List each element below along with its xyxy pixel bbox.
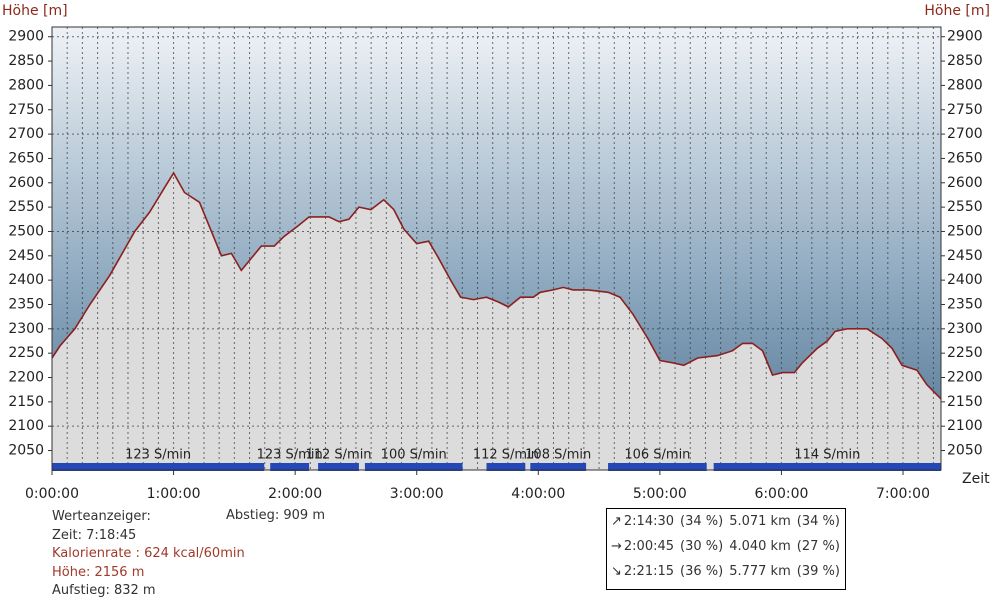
cadence-label: 123 S/min bbox=[125, 448, 191, 463]
cadence-bar bbox=[270, 463, 310, 471]
cadence-bar bbox=[608, 463, 707, 471]
y-tick-label-right: 2400 bbox=[947, 272, 983, 288]
summary-time: 2:21:15 bbox=[623, 564, 675, 579]
x-tick-label: 7:00:00 bbox=[876, 486, 930, 500]
x-tick-label: 4:00:00 bbox=[511, 486, 565, 500]
y-tick-label-right: 2150 bbox=[947, 394, 983, 410]
x-tick-label: 1:00:00 bbox=[147, 486, 201, 500]
info-calories: Kalorienrate : 624 kcal/60min bbox=[52, 546, 245, 561]
summary-time-pct: (36 %) bbox=[680, 564, 724, 579]
cadence-label: 112 S/min bbox=[305, 448, 371, 463]
summary-row: → 2:00:45 (30 %) 4.040 km (27 %) bbox=[607, 534, 845, 559]
cadence-bar bbox=[713, 463, 941, 471]
cadence-label: 112 S/min bbox=[473, 448, 539, 463]
x-tick-label: 3:00:00 bbox=[390, 486, 444, 500]
cadence-label: 106 S/min bbox=[624, 448, 690, 463]
y-tick-label: 2650 bbox=[8, 150, 44, 166]
summary-dist-pct: (39 %) bbox=[796, 564, 840, 579]
y-tick-label: 2350 bbox=[8, 296, 44, 312]
cadence-bar bbox=[52, 463, 265, 471]
y-axis-label: Höhe [m] bbox=[2, 3, 68, 19]
summary-row: ↗ 2:14:30 (34 %) 5.071 km (34 %) bbox=[607, 509, 845, 534]
y-tick-label-right: 2750 bbox=[947, 102, 983, 118]
y-tick-label: 2800 bbox=[8, 77, 44, 93]
y-tick-label: 2450 bbox=[8, 248, 44, 264]
y-tick-label-right: 2900 bbox=[947, 29, 983, 45]
x-tick-label: 0:00:00 bbox=[25, 486, 79, 500]
cadence-label: 123 S/min bbox=[257, 448, 323, 463]
y-tick-label-right: 2450 bbox=[947, 248, 983, 264]
info-time: Zeit: 7:18:45 bbox=[52, 527, 137, 543]
y-tick-label: 2100 bbox=[8, 418, 44, 434]
x-tick-label: 6:00:00 bbox=[754, 486, 808, 500]
y-tick-label: 2850 bbox=[8, 53, 44, 69]
info-title: Werteanzeiger: bbox=[52, 509, 151, 524]
elevation-line bbox=[51, 171, 942, 400]
y-tick-label-right: 2800 bbox=[947, 77, 983, 93]
y-tick-label: 2500 bbox=[8, 223, 44, 239]
arrow-icon: ↗ bbox=[611, 514, 622, 529]
elevation-area bbox=[52, 173, 941, 470]
summary-time: 2:00:45 bbox=[623, 539, 675, 554]
cadence-bar bbox=[364, 463, 463, 471]
cadence-bar bbox=[486, 463, 526, 471]
y-tick-label: 2700 bbox=[8, 126, 44, 142]
cadence-label: 100 S/min bbox=[381, 448, 447, 463]
summary-time: 2:14:30 bbox=[623, 514, 675, 529]
cadence-bar bbox=[318, 463, 359, 471]
y-tick-label: 2300 bbox=[8, 321, 44, 337]
info-height: Höhe: 2156 m bbox=[52, 564, 145, 580]
summary-time-pct: (30 %) bbox=[680, 539, 724, 554]
x-tick-label: 5:00:00 bbox=[633, 486, 687, 500]
y-tick-label: 2150 bbox=[8, 394, 44, 410]
y-tick-label: 2750 bbox=[8, 102, 44, 118]
y-tick-label: 2250 bbox=[8, 345, 44, 361]
y-tick-label-right: 2250 bbox=[947, 345, 983, 361]
cadence-label: 108 S/min bbox=[525, 448, 591, 463]
y-tick-label: 2900 bbox=[8, 29, 44, 45]
summary-time-pct: (34 %) bbox=[680, 514, 724, 529]
summary-dist: 4.040 km bbox=[729, 539, 791, 554]
arrow-icon: → bbox=[611, 539, 622, 554]
summary-dist: 5.071 km bbox=[729, 514, 791, 529]
y-tick-label-right: 2600 bbox=[947, 175, 983, 191]
y-tick-label-right: 2350 bbox=[947, 296, 983, 312]
y-tick-label-right: 2850 bbox=[947, 53, 983, 69]
y-tick-label-right: 2500 bbox=[947, 223, 983, 239]
summary-dist: 5.777 km bbox=[729, 564, 791, 579]
y-tick-label-right: 2650 bbox=[947, 150, 983, 166]
plot-frame bbox=[51, 26, 942, 471]
y-tick-label-right: 2700 bbox=[947, 126, 983, 142]
y-tick-label: 2200 bbox=[8, 370, 44, 386]
value-display: Werteanzeiger: Zeit: 7:18:45 Kalorienrat… bbox=[52, 508, 245, 601]
y-tick-label: 2050 bbox=[8, 443, 44, 459]
summary-dist-pct: (27 %) bbox=[796, 539, 840, 554]
y-tick-label-right: 2100 bbox=[947, 418, 983, 434]
cadence-bar bbox=[530, 463, 587, 471]
cadence-label: 114 S/min bbox=[794, 448, 860, 463]
x-axis-label: Zeit bbox=[962, 471, 990, 487]
summary-box: ↗ 2:14:30 (34 %) 5.071 km (34 %) → 2:00:45 (30 … bbox=[606, 508, 846, 590]
y-tick-label: 2600 bbox=[8, 175, 44, 191]
x-tick-label: 2:00:00 bbox=[268, 486, 322, 500]
y-tick-label: 2400 bbox=[8, 272, 44, 288]
info-ascent: Aufstieg: 832 m bbox=[52, 583, 156, 598]
summary-row: ↘ 2:21:15 (36 %) 5.777 km (39 %) bbox=[607, 559, 845, 584]
page: {"chart_data": {"type": "area", "ylabel"… bbox=[2, 3, 991, 598]
info-descent: Abstieg: 909 m bbox=[226, 508, 325, 523]
y-tick-label: 2550 bbox=[8, 199, 44, 215]
y-tick-label-right: 2300 bbox=[947, 321, 983, 337]
arrow-icon: ↘ bbox=[611, 564, 622, 579]
y-tick-label-right: 2550 bbox=[947, 199, 983, 215]
summary-dist-pct: (34 %) bbox=[796, 514, 840, 529]
y-axis-label-right: Höhe [m] bbox=[924, 3, 990, 19]
y-tick-label-right: 2200 bbox=[947, 370, 983, 386]
y-tick-label-right: 2050 bbox=[947, 443, 983, 459]
